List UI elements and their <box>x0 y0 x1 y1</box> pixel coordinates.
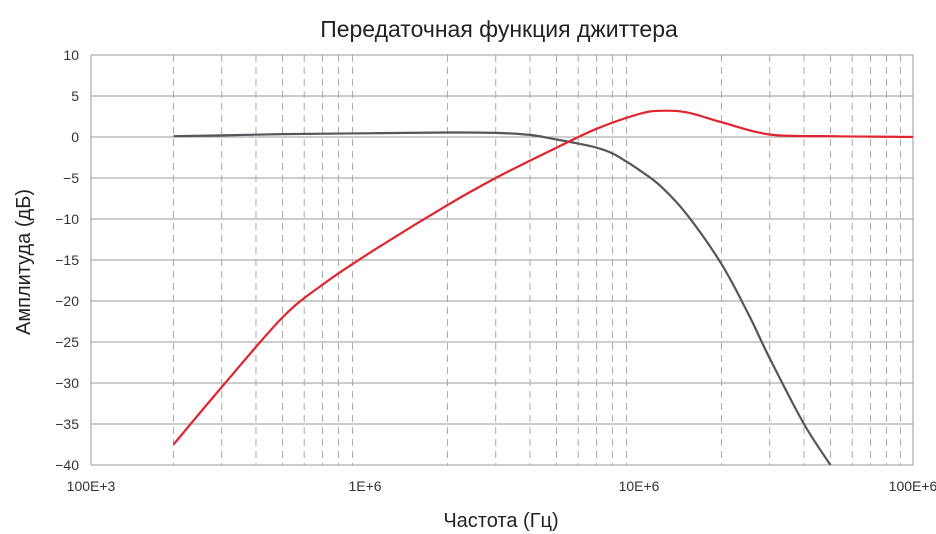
series-line-1 <box>172 109 914 446</box>
x-tick-label: 100E+6 <box>889 478 936 494</box>
y-tick-label: −20 <box>55 293 79 309</box>
y-tick-label: −30 <box>55 375 79 391</box>
tick-labels: 10 5 0 −5 −10 −15 −20 −25 −30 −35 −40 100E+3 1E+6 10E… <box>55 47 936 494</box>
y-tick-label: −35 <box>55 416 79 432</box>
y-tick-label: −15 <box>55 252 79 268</box>
y-tick-label: 5 <box>71 88 79 104</box>
y-tick-label: 10 <box>63 47 79 63</box>
series-line-0 <box>173 131 832 466</box>
x-tick-label: 1E+6 <box>348 478 381 494</box>
y-tick-label: −5 <box>63 170 79 186</box>
y-axis-label: Амплитуда (дБ) <box>13 189 35 335</box>
grid <box>90 54 914 466</box>
y-tick-label: −25 <box>55 334 79 350</box>
chart-title: Передаточная функция джиттера <box>320 16 678 42</box>
y-tick-label: −10 <box>55 211 79 227</box>
y-tick-label: −40 <box>55 457 79 473</box>
x-tick-label: 10E+6 <box>619 478 660 494</box>
series-layer <box>172 109 914 466</box>
y-tick-label: 0 <box>71 129 79 145</box>
x-tick-label: 100E+3 <box>67 478 116 494</box>
x-axis-label: Частота (Гц) <box>443 510 558 532</box>
